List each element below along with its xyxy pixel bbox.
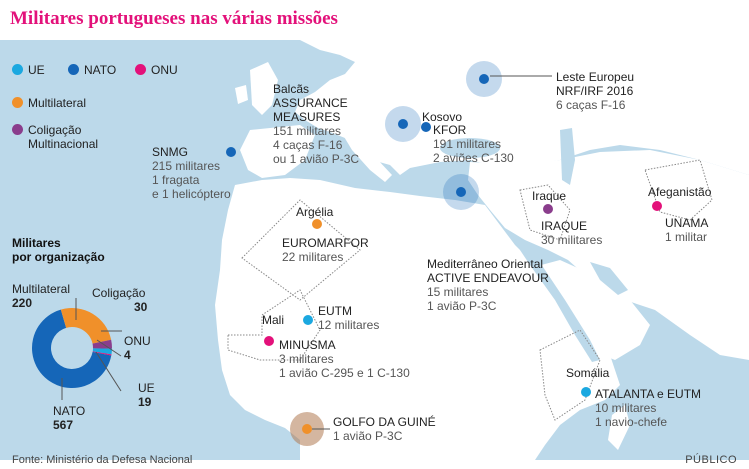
minusma-label: MINUSMA 3 militares 1 avião C-295 e 1 C-…	[279, 338, 410, 380]
org-multilateral: Multilateral 220	[12, 282, 71, 310]
onu-icon	[135, 64, 146, 75]
europe-land	[295, 40, 749, 175]
org-ue: UE 19	[138, 381, 155, 409]
black-sea	[440, 138, 500, 158]
madagascar-land	[608, 405, 630, 450]
guine-label: GOLFO DA GUINÉ 1 avião P-3C	[333, 415, 436, 443]
legend-nato: NATO	[68, 63, 116, 77]
iraque-dot[interactable]	[543, 204, 553, 214]
donut-leaders	[61, 298, 122, 400]
scandinavia-land	[345, 40, 430, 70]
org-title-line1: Militares	[12, 236, 61, 250]
kosovo-dot[interactable]	[421, 122, 431, 132]
somalia-dot[interactable]	[581, 387, 591, 397]
legend-multilateral-label: Multilateral	[28, 96, 87, 110]
leste-dot[interactable]	[479, 74, 489, 84]
source-note: Fonte: Ministério da Defesa Nacional	[12, 454, 193, 466]
guine-dot[interactable]	[302, 424, 312, 434]
nato-icon	[68, 64, 79, 75]
org-onu: ONU 4	[124, 334, 151, 362]
org-coligacao: Coligação 30	[92, 286, 148, 314]
mali-region: Mali	[262, 313, 285, 327]
eutm-mali-dot[interactable]	[303, 315, 313, 325]
iraque-label: IRAQUE 30 militares	[541, 219, 603, 247]
argelia-region: Argélia	[296, 205, 334, 219]
snmg-label: SNMG 215 militares 1 fragata e 1 helicóp…	[152, 145, 231, 201]
afeganistao-dot[interactable]	[652, 201, 662, 211]
snmg-dot[interactable]	[226, 147, 236, 157]
med-dot[interactable]	[456, 187, 466, 197]
balcas-dot[interactable]	[398, 119, 408, 129]
kosovo-region: Kosovo	[422, 110, 463, 124]
page-title: Militares portugueses nas várias missões	[10, 8, 338, 29]
leste-label: Leste Europeu NRF/IRF 2016 6 caças F-16	[556, 70, 635, 112]
legend-onu-label: ONU	[151, 63, 178, 77]
legend-ue: UE	[12, 63, 45, 77]
donut-slice-onu	[92, 351, 112, 356]
legend-multilateral: Multilateral	[12, 96, 86, 110]
afeganistao-label: UNAMA 1 militar	[665, 216, 709, 244]
africa-land	[215, 178, 620, 460]
org-title-line2: por organização	[12, 250, 105, 264]
legend-coligacao: Coligação	[12, 123, 81, 137]
uk-land	[250, 62, 278, 115]
persian-gulf	[590, 262, 628, 295]
ireland-land	[235, 85, 248, 104]
legend-nato-label: NATO	[84, 63, 117, 77]
iraque-region: Iraque	[532, 189, 567, 203]
donut-slice-ue	[92, 348, 112, 355]
multilateral-icon	[12, 97, 23, 108]
minusma-dot[interactable]	[264, 336, 274, 346]
legend-ue-label: UE	[28, 63, 45, 77]
coligacao-icon	[12, 124, 23, 135]
balcas-label: Balcãs ASSURANCE MEASURES 151 militares …	[273, 82, 360, 166]
org-title: Militares por organização	[12, 236, 105, 264]
ue-icon	[12, 64, 23, 75]
legend-onu: ONU	[135, 63, 178, 77]
kosovo-label: KFOR 191 militares 2 aviões C-130	[433, 123, 514, 165]
italy-land	[340, 130, 392, 182]
donut-slice-multilateral	[60, 308, 112, 344]
argelia-label: EUROMARFOR 22 militares	[282, 236, 369, 264]
somalia-region: Somália	[566, 366, 610, 380]
arabia-land	[530, 260, 650, 360]
somalia-label: ATALANTA e EUTM 10 militares 1 navio-che…	[595, 387, 702, 429]
mediterraneo-label: Mediterrâneo Oriental ACTIVE ENDEAVOUR 1…	[427, 257, 549, 313]
afeganistao-region: Afeganistão	[648, 185, 712, 199]
legend-coligacao-2: Multinacional	[28, 137, 99, 151]
red-sea	[520, 250, 600, 362]
eutm-label: EUTM 12 militares	[318, 304, 380, 332]
donut-slice-nato	[32, 309, 112, 389]
asia-land	[468, 150, 749, 360]
org-nato: NATO 567	[53, 404, 86, 432]
caspian-sea	[560, 128, 575, 185]
legend-coligacao-label: Coligação	[28, 123, 82, 137]
brand-logo: PÚBLICO	[685, 454, 737, 466]
argelia-dot[interactable]	[312, 219, 322, 229]
iberia-land	[240, 125, 315, 178]
